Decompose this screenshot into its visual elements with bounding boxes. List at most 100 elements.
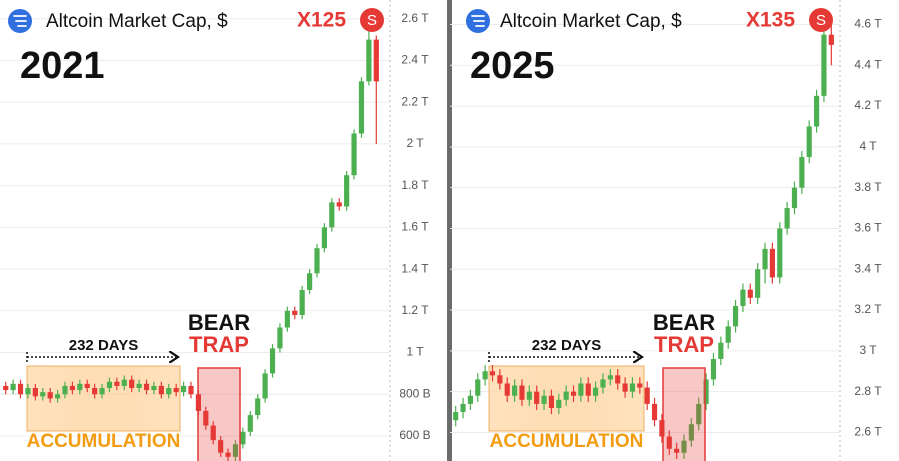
candle-body	[262, 373, 268, 399]
multiplier-label: X135	[746, 9, 795, 32]
y-tick-label: 600 B	[399, 428, 430, 442]
candle-body	[784, 208, 790, 229]
candle-body	[173, 387, 179, 393]
candle-body	[659, 420, 665, 437]
y-tick-label: 2.6 T	[401, 11, 429, 25]
candle-body	[136, 383, 142, 388]
candle-body	[218, 440, 224, 453]
candle-body	[607, 375, 613, 380]
candle-body	[755, 269, 761, 298]
y-tick-label: 1.2 T	[401, 303, 429, 317]
candle-body	[299, 289, 305, 315]
candle-body	[314, 248, 320, 274]
candle-body	[188, 385, 194, 395]
candle-body	[306, 273, 313, 290]
candle-body	[453, 412, 459, 421]
chart-title: Altcoin Market Cap, $	[500, 11, 682, 32]
candle-body	[644, 387, 650, 404]
badge	[360, 8, 384, 32]
candle-body	[615, 375, 621, 384]
y-tick-label: 3 T	[859, 343, 877, 357]
candle-body	[121, 379, 127, 386]
candle-body	[806, 126, 812, 158]
chart-title: Altcoin Market Cap, $	[46, 11, 228, 32]
bear-trap-zone	[662, 367, 706, 461]
candle-body	[526, 391, 532, 400]
candle-body	[651, 403, 658, 421]
candle-body	[203, 410, 209, 426]
candle-body	[25, 387, 31, 395]
candle-body	[710, 359, 717, 380]
candle-body	[821, 34, 827, 96]
candle-body	[84, 383, 90, 388]
candle-body	[828, 34, 834, 45]
candle-body	[696, 403, 702, 425]
candle-body	[747, 289, 753, 298]
candle-body	[143, 383, 150, 391]
candle-body	[497, 375, 503, 384]
candle-body	[32, 387, 38, 397]
candle-body	[77, 383, 83, 391]
y-tick-label: 2.4 T	[401, 53, 429, 67]
candle-body	[740, 289, 746, 306]
candle-body	[512, 385, 518, 396]
candle-body	[600, 379, 606, 388]
trap-label: TRAP	[189, 332, 249, 357]
candle-body	[69, 385, 76, 391]
y-tick-label: 800 B	[399, 386, 430, 400]
candle-body	[674, 448, 680, 453]
candle-body	[681, 440, 687, 453]
y-tick-label: 4.2 T	[854, 98, 882, 112]
candle-body	[151, 385, 157, 391]
candle-body	[548, 395, 555, 408]
candle-body	[358, 81, 365, 134]
candle-body	[556, 399, 562, 408]
candle-body	[666, 436, 672, 449]
y-tick-label: 2.6 T	[854, 425, 882, 439]
candle-body	[629, 383, 636, 392]
candle-body	[622, 383, 628, 392]
candle-body	[482, 371, 488, 380]
candle-body	[799, 157, 805, 188]
y-tick-label: 3.6 T	[854, 221, 882, 235]
candle-body	[40, 392, 46, 397]
bear-trap-zone	[197, 367, 241, 461]
candle-body	[460, 403, 466, 413]
candle-body	[762, 248, 768, 270]
trap-label: BEAR	[653, 310, 715, 335]
candle-body	[225, 452, 231, 457]
zone-label: ACCUMULATION	[27, 431, 181, 452]
candle-body	[106, 381, 113, 388]
candle-body	[467, 395, 473, 404]
duration-label: 232 DAYS	[532, 337, 602, 354]
accumulation-zone	[26, 365, 181, 432]
candle-body	[563, 391, 569, 400]
candle-body	[593, 387, 599, 396]
candle-body	[99, 387, 105, 395]
candle-body	[351, 133, 357, 176]
candle-body	[114, 381, 120, 386]
candle-body	[814, 95, 820, 127]
candle-body	[129, 379, 135, 388]
candle-body	[158, 385, 164, 395]
candle-body	[541, 395, 547, 404]
candle-body	[703, 379, 709, 404]
candle-body	[718, 342, 724, 360]
candle-body	[277, 327, 283, 349]
candle-body	[210, 425, 216, 441]
y-tick-label: 1.6 T	[401, 220, 429, 234]
candle-body	[10, 383, 16, 391]
candle-body	[578, 383, 584, 396]
candle-body	[3, 385, 9, 391]
candle-body	[519, 385, 525, 400]
candle-body	[255, 398, 261, 416]
candle-body	[475, 379, 481, 396]
panel-divider	[447, 0, 452, 461]
y-tick-label: 3.4 T	[854, 261, 882, 275]
candle-body	[534, 391, 540, 404]
year-label: 2021	[20, 45, 105, 87]
y-tick-label: 1.4 T	[401, 261, 429, 275]
candle-body	[180, 385, 187, 393]
candle-body	[585, 383, 591, 396]
trap-label: TRAP	[654, 332, 714, 357]
